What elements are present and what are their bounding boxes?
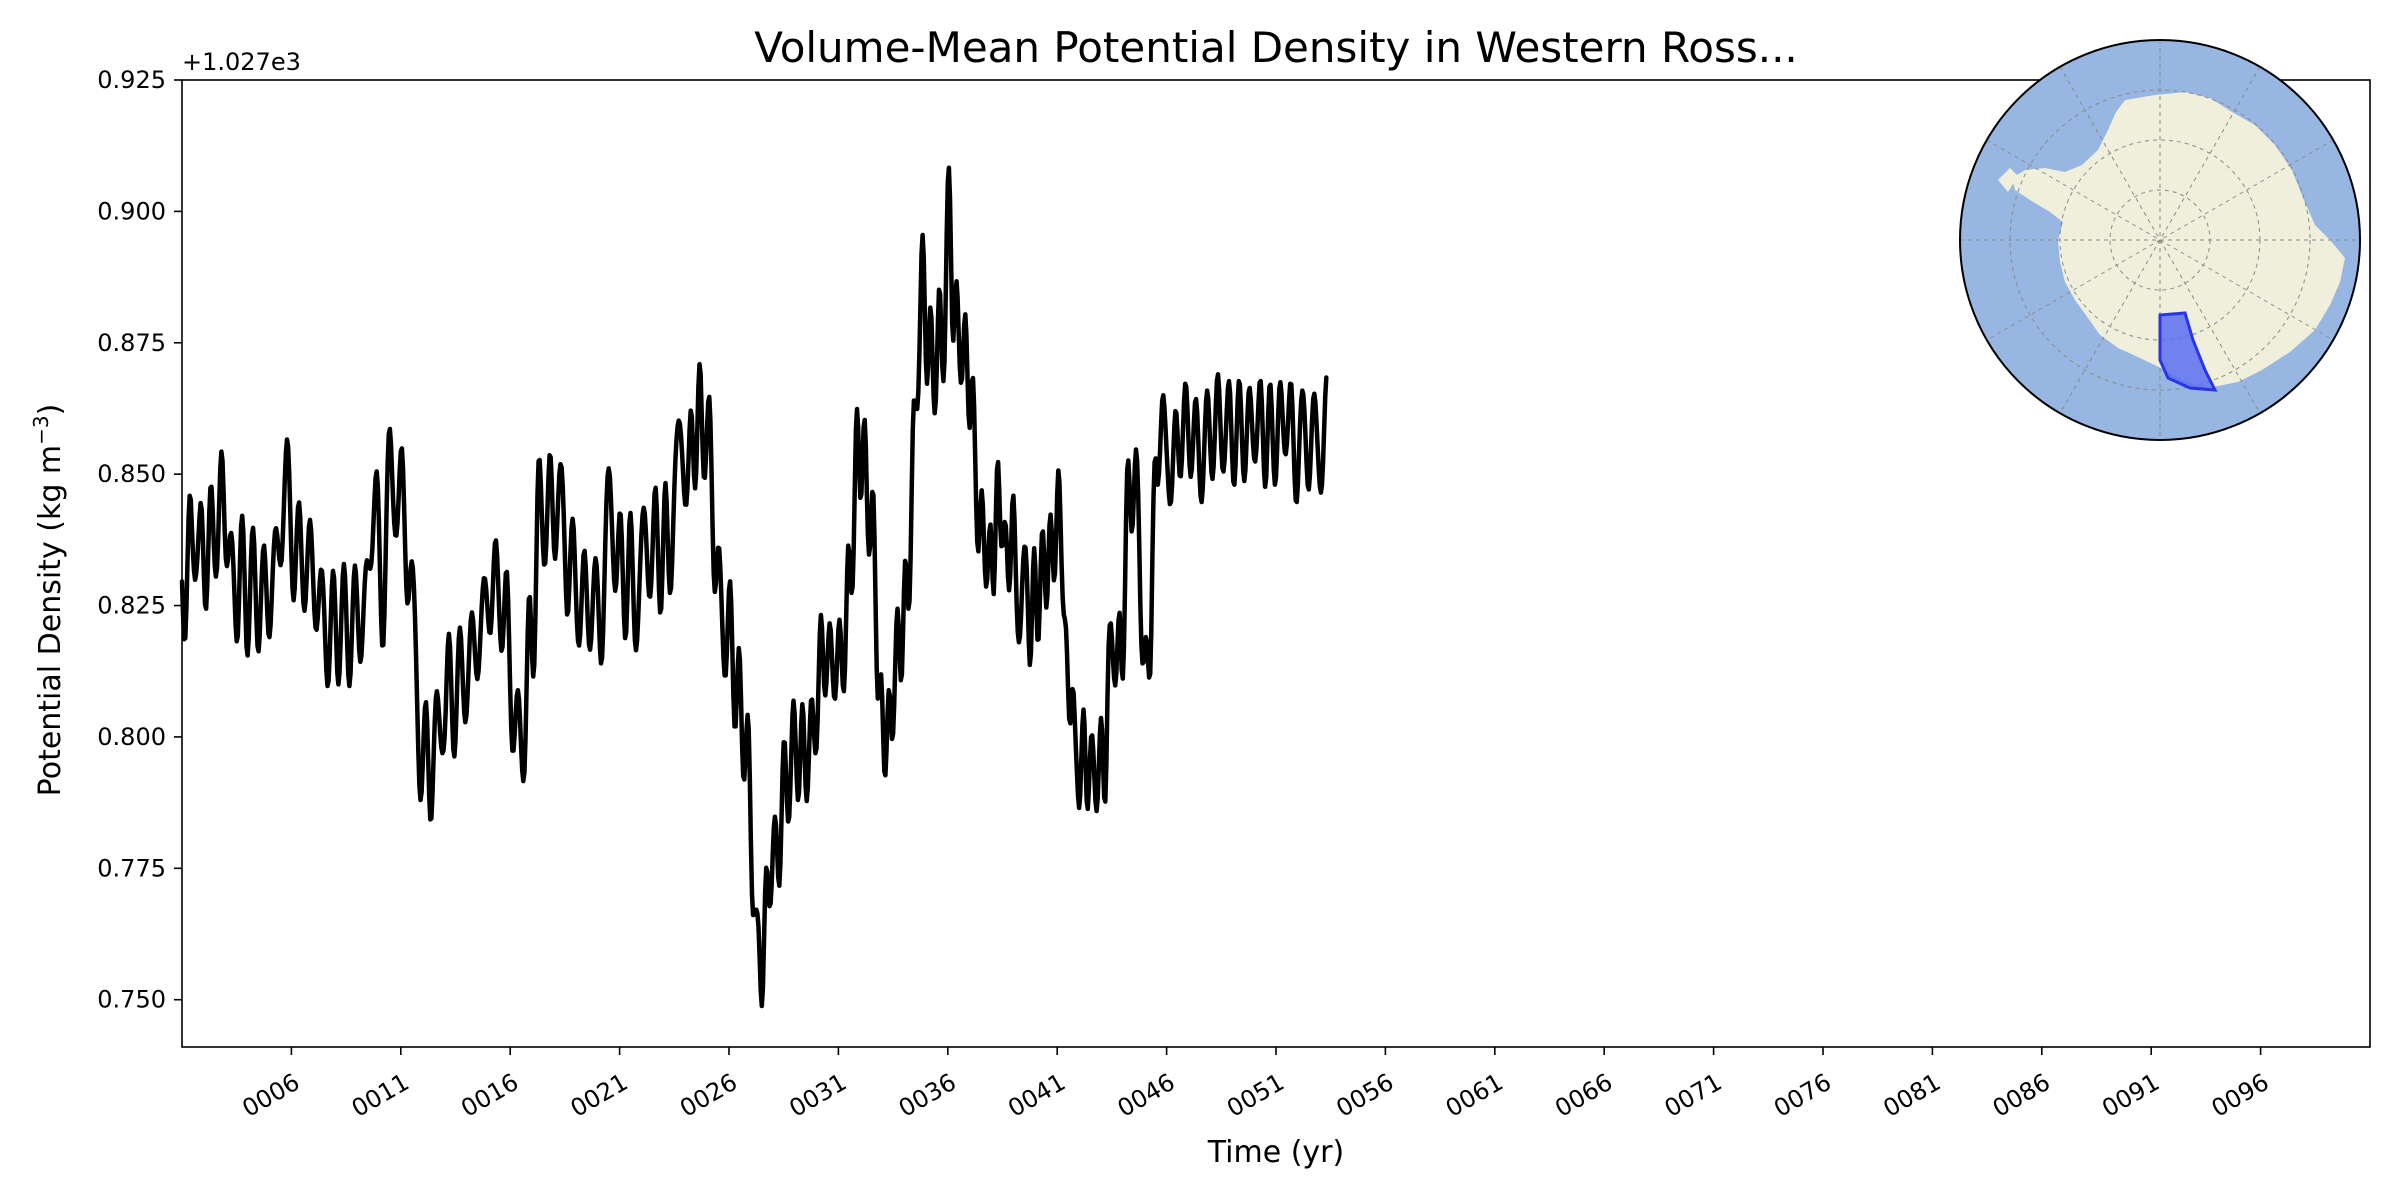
series-layer [179,165,1329,1009]
antarctica-inset-map [1959,39,2361,441]
y-axis-label-suffix: ) [33,404,68,416]
y-tick-label: 0.800 [97,723,166,751]
y-tick-label: 0.825 [97,592,166,620]
density-series-line [179,165,1329,1009]
y-tick-label: 0.925 [97,66,166,94]
y-axis-offset-label: +1.027e3 [182,48,301,76]
y-tick-label: 0.775 [97,854,166,882]
y-tick-label: 0.875 [97,329,166,357]
x-axis-label: Time (yr) [1207,1135,1344,1170]
chart-title: Volume-Mean Potential Density in Western… [754,23,1798,72]
map-border [1959,39,2361,441]
map-content [1960,40,2360,440]
graticule-meridian [1986,139,2334,341]
y-axis-label: Potential Density (kg m−3) [29,404,68,797]
y-tick-label: 0.900 [97,197,166,225]
y-tick-label: 0.750 [97,986,166,1014]
peninsula-land [1998,168,2018,192]
western-ross-region [2158,311,2218,392]
y-axis-ticks: 0.750 0.775 0.800 0.825 0.850 0.875 0.900 0.925 [97,66,182,1014]
y-axis-label-exponent: −3 [29,415,53,444]
y-axis-label-main: Potential Density (kg m [33,445,68,796]
y-tick-label: 0.850 [97,460,166,488]
